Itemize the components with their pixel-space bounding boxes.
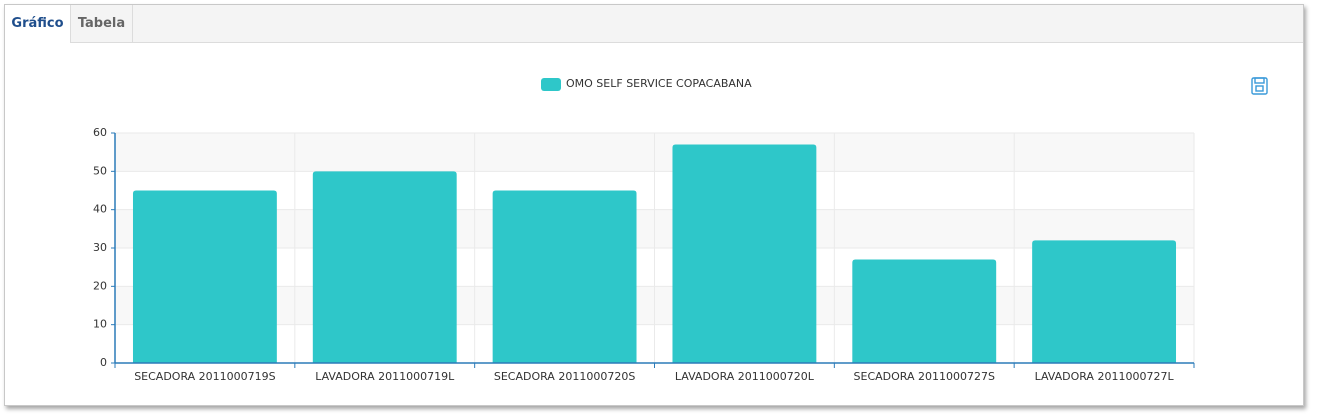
x-tick-label: LAVADORA 2011000720L: [675, 370, 815, 383]
y-tick-label: 10: [93, 318, 107, 331]
x-tick-label: LAVADORA 2011000719L: [315, 370, 455, 383]
x-tick-label: SECADORA 2011000727S: [854, 370, 995, 383]
legend-swatch: [541, 78, 561, 91]
save-icon[interactable]: [1251, 77, 1268, 95]
y-tick-label: 60: [93, 126, 107, 139]
bar: [312, 171, 457, 363]
bar: [1032, 240, 1177, 363]
tab-bar: Gráfico Tabela: [5, 5, 1303, 43]
bar: [492, 190, 637, 363]
legend-label: OMO SELF SERVICE COPACABANA: [566, 77, 752, 90]
x-tick-label: SECADORA 2011000720S: [494, 370, 635, 383]
x-tick-label: SECADORA 2011000719S: [134, 370, 275, 383]
bar: [672, 144, 817, 363]
y-tick-label: 40: [93, 203, 107, 216]
tab[interactable]: Gráfico: [5, 5, 71, 43]
x-tick-label: LAVADORA 2011000727L: [1035, 370, 1175, 383]
bar: [852, 259, 997, 363]
y-tick-label: 20: [93, 279, 107, 292]
y-tick-label: 30: [93, 241, 107, 254]
y-tick-label: 50: [93, 164, 107, 177]
bar: [132, 190, 277, 363]
y-tick-label: 0: [100, 356, 107, 369]
tab[interactable]: Tabela: [71, 5, 133, 42]
